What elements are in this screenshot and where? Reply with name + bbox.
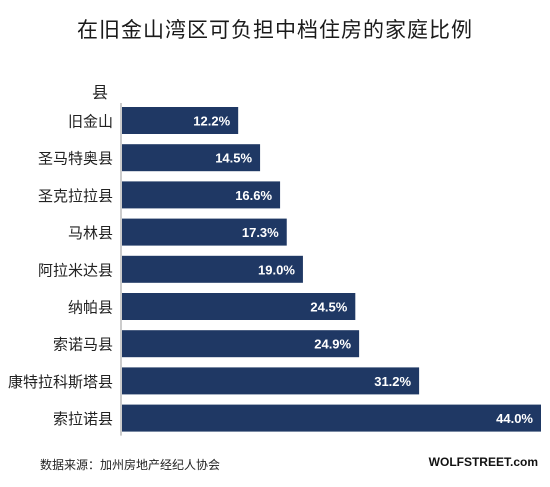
bar — [122, 107, 239, 134]
bar-value-label: 31.2% — [374, 374, 411, 389]
bar — [122, 181, 281, 209]
category-label: 旧金山 — [68, 113, 113, 131]
bar — [122, 144, 261, 172]
category-label: 索拉诺县 — [53, 410, 113, 428]
bar-value-label: 16.6% — [235, 188, 272, 203]
category-label: 圣马特奥县 — [38, 150, 113, 168]
brand-logo: WOLFSTREET.com — [428, 455, 538, 469]
category-label: 圣克拉拉县 — [38, 187, 113, 205]
bar — [122, 255, 303, 283]
category-label: 纳帕县 — [68, 299, 113, 317]
bar-value-label: 24.5% — [310, 300, 347, 315]
bar — [122, 293, 356, 320]
bar — [122, 330, 360, 358]
category-label: 马林县 — [68, 224, 113, 242]
y-axis-label: 县 — [92, 83, 109, 102]
bar-value-label: 17.3% — [242, 225, 279, 240]
bar — [122, 218, 287, 246]
bar-value-label: 14.5% — [215, 151, 252, 166]
source-note: 数据来源：加州房地产经纪人协会 — [40, 458, 221, 472]
bar-value-label: 19.0% — [258, 262, 295, 277]
bar — [122, 404, 541, 432]
bar-value-label: 12.2% — [193, 114, 230, 129]
chart-title: 在旧金山湾区可负担中档住房的家庭比例 — [77, 18, 473, 42]
category-label: 阿拉米达县 — [38, 261, 113, 279]
bar-value-label: 24.9% — [314, 337, 351, 352]
category-label: 康特拉科斯塔县 — [8, 373, 113, 391]
bar-value-label: 44.0% — [496, 411, 533, 426]
category-label: 索诺马县 — [53, 336, 113, 354]
bar — [122, 367, 420, 395]
